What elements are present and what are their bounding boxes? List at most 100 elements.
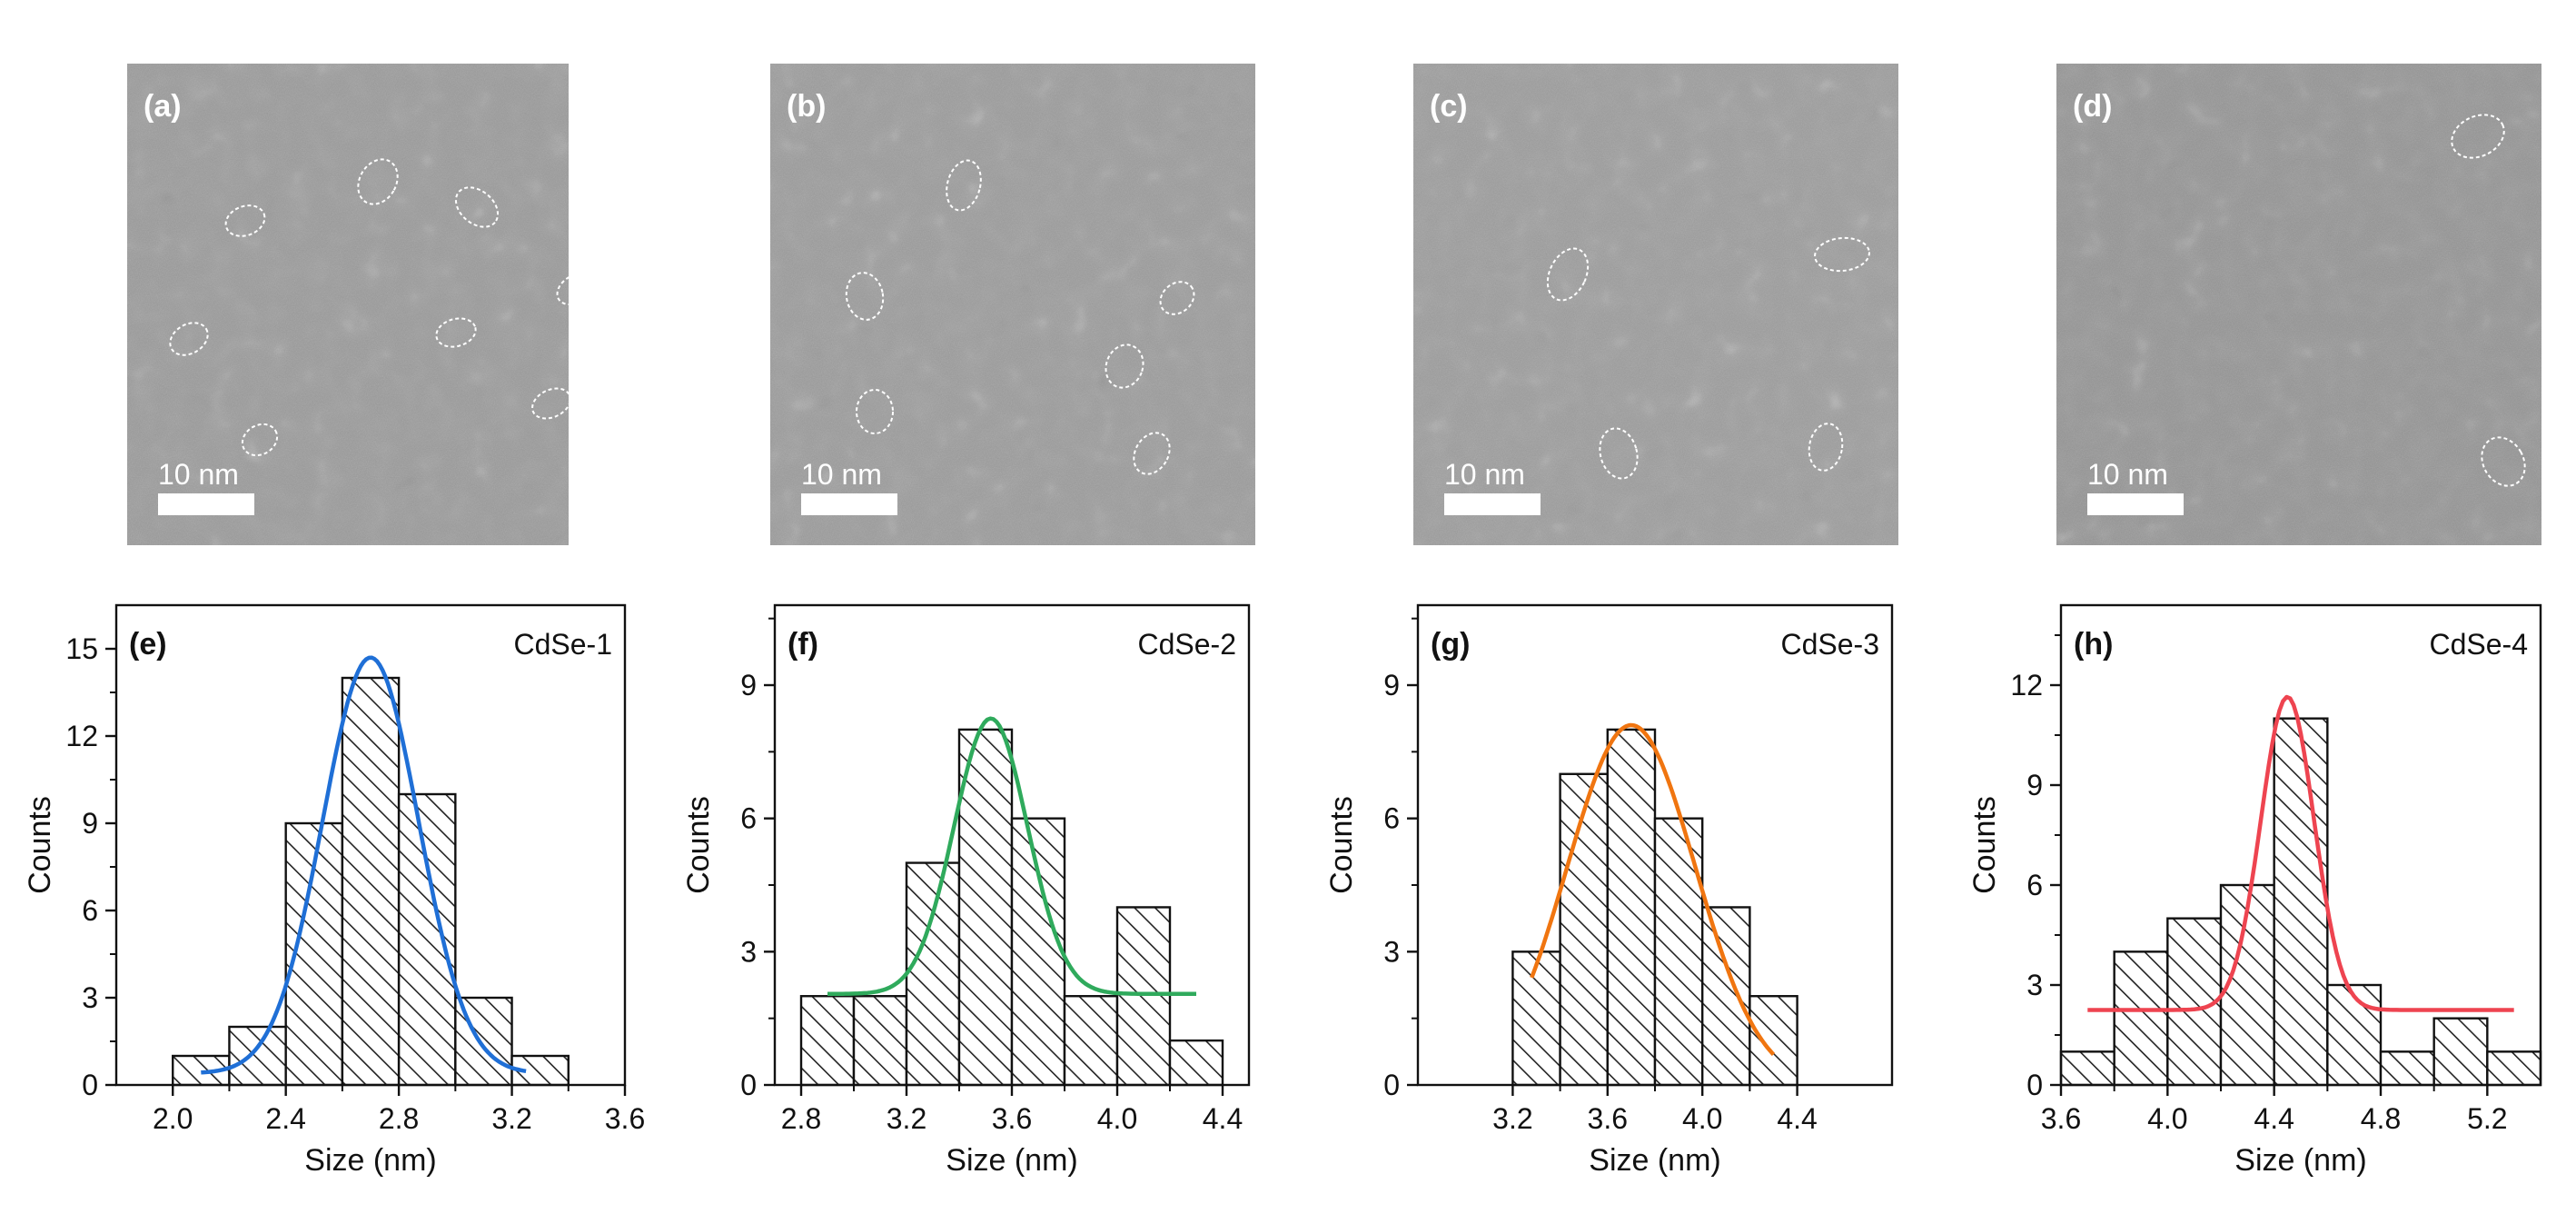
histogram-f-bar-6 (1115, 906, 1172, 1087)
histogram-f-bar-1 (852, 995, 908, 1087)
histogram-h-xtick-label-1: 4.0 (2147, 1102, 2187, 1135)
tem-panel-d: (d) 10 nm (2056, 64, 2541, 545)
histogram-e-fit-curve (201, 655, 527, 1075)
histogram-e-bar-3 (341, 676, 401, 1087)
histogram-h-frame (2059, 603, 2542, 1087)
histogram-f-xtick-label-0: 2.8 (781, 1102, 821, 1135)
tem-panel-c: (c) 10 nm (1413, 64, 1898, 545)
histogram-h-bar-4 (2273, 717, 2329, 1087)
histogram-g-xtick-label-3: 4.4 (1777, 1102, 1817, 1135)
histogram-f-xlabel: Size (nm) (946, 1143, 1077, 1178)
histogram-f-bar-7 (1168, 1039, 1224, 1087)
scale-bar-d (2087, 493, 2184, 515)
histogram-f: 2.8 3.2 3.6 4.0 4.4 0 3 6 9 Size (nm) Counts (f) CdS… (681, 603, 1251, 1178)
histogram-g-bar-0 (1511, 950, 1561, 1087)
histogram-h-ytick-label-1: 3 (2026, 969, 2043, 1001)
histogram-g-bar-1 (1559, 772, 1609, 1087)
scale-bar-label-b: 10 nm (801, 458, 882, 491)
histogram-h-xtick-label-2: 4.4 (2254, 1102, 2294, 1135)
tem-panel-b: (b) 10 nm (770, 64, 1255, 545)
tem-label-a: (a) (144, 89, 182, 124)
histogram-h-bar-7 (2432, 1017, 2489, 1087)
histogram-g-bar-2 (1606, 728, 1657, 1087)
histogram-f-ylabel: Counts (681, 796, 716, 894)
histogram-e-ytick-label-4: 12 (65, 720, 98, 752)
tem-panel-a: (a) 10 nm (127, 64, 596, 545)
histogram-f-xtick-label-4: 4.4 (1203, 1102, 1243, 1135)
scale-bar-label-d: 10 nm (2087, 458, 2168, 491)
tem-label-c: (c) (1430, 89, 1468, 124)
histogram-h-fit-curve (2087, 694, 2514, 1012)
histogram-e-xtick-label-1: 2.4 (265, 1102, 305, 1135)
histogram-h-bar-1 (2113, 950, 2169, 1087)
histogram-g-ytick-label-2: 6 (1383, 802, 1400, 835)
histogram-f-bar-5 (1063, 995, 1119, 1087)
histogram-e-xtick-label-4: 3.6 (605, 1102, 645, 1135)
scale-bar-a (158, 493, 254, 515)
histogram-g-sample-name: CdSe-3 (1781, 628, 1880, 661)
histogram-f-bar-0 (799, 995, 856, 1087)
histogram-e-frame (114, 603, 627, 1087)
histogram-h-xtick-label-4: 5.2 (2467, 1102, 2507, 1135)
histogram-f-ytick-label-3: 9 (740, 669, 757, 702)
histogram-e-ytick-label-1: 3 (82, 981, 98, 1014)
histogram-h-xlabel: Size (nm) (2234, 1143, 2366, 1178)
histogram-g: 3.2 3.6 4.0 4.4 0 3 6 9 Size (nm) Counts (g) CdSe-3 (1324, 603, 1894, 1178)
histogram-h-bar-0 (2059, 1050, 2115, 1087)
histogram-g-bar-5 (1749, 995, 1798, 1087)
histogram-h-ytick-label-2: 6 (2026, 869, 2043, 901)
histogram-e-ytick-label-2: 6 (82, 894, 98, 927)
histogram-e-xtick-label-3: 3.2 (491, 1102, 531, 1135)
histogram-e-xlabel: Size (nm) (304, 1143, 436, 1178)
histogram-h-bar-6 (2379, 1050, 2435, 1087)
tem-label-d: (d) (2073, 89, 2112, 124)
histogram-e-ytick-label-3: 9 (82, 807, 98, 840)
histogram-h-bar-5 (2326, 983, 2383, 1087)
histogram-h: 3.6 4.0 4.4 4.8 5.2 0 3 6 9 12 Size (nm) Counts (h) C… (1967, 603, 2542, 1178)
histogram-f-panel-label: (f) (788, 627, 818, 662)
scale-bar-label-c: 10 nm (1444, 458, 1525, 491)
histogram-f-xtick-label-3: 4.0 (1097, 1102, 1137, 1135)
histogram-e-bar-4 (397, 792, 457, 1087)
histogram-e: 2.0 2.4 2.8 3.2 3.6 0 3 6 9 12 15 Size (nm) Counts (e… (23, 603, 645, 1178)
histogram-g-fit-curve (1530, 722, 1776, 1057)
histogram-h-bar-8 (2486, 1050, 2542, 1087)
histogram-e-xtick-label-2: 2.8 (379, 1102, 419, 1135)
histogram-g-xlabel: Size (nm) (1589, 1143, 1720, 1178)
histogram-h-panel-label: (h) (2074, 627, 2113, 662)
histogram-f-bar-2 (905, 861, 961, 1087)
histogram-f-xtick-label-2: 3.6 (992, 1102, 1032, 1135)
histogram-e-ylabel: Counts (23, 796, 57, 894)
histogram-h-ytick-label-3: 9 (2026, 769, 2043, 801)
histogram-g-ytick-label-3: 9 (1383, 669, 1400, 702)
histogram-f-fit-curve (827, 716, 1196, 997)
scale-bar-b (801, 493, 897, 515)
histogram-g-ytick-label-0: 0 (1383, 1069, 1400, 1101)
histogram-g-xtick-label-2: 4.0 (1682, 1102, 1722, 1135)
histogram-g-bar-4 (1700, 906, 1751, 1087)
histogram-e-ytick-label-0: 0 (82, 1069, 98, 1101)
histogram-g-panel-label: (g) (1431, 627, 1470, 662)
histogram-f-bar-3 (957, 728, 1014, 1087)
histogram-e-ytick-label-5: 15 (65, 632, 98, 665)
histogram-h-xtick-label-0: 3.6 (2041, 1102, 2081, 1135)
histogram-g-xtick-label-0: 3.2 (1492, 1102, 1532, 1135)
histogram-g-ylabel: Counts (1324, 796, 1359, 894)
tem-label-b: (b) (787, 89, 826, 124)
histogram-h-ytick-label-0: 0 (2026, 1069, 2043, 1101)
histogram-f-ytick-label-1: 3 (740, 935, 757, 968)
histogram-f-sample-name: CdSe-2 (1138, 628, 1237, 661)
histogram-e-sample-name: CdSe-1 (514, 628, 613, 661)
particle-outlines-d (2451, 114, 2526, 487)
histogram-f-bar-4 (1010, 817, 1066, 1087)
scale-bar-c (1444, 493, 1541, 515)
histogram-e-xtick-label-0: 2.0 (153, 1102, 193, 1135)
histogram-g-ytick-label-1: 3 (1383, 935, 1400, 968)
histogram-g-bar-3 (1653, 817, 1704, 1087)
histogram-g-xtick-label-1: 3.6 (1588, 1102, 1628, 1135)
histogram-h-sample-name: CdSe-4 (2430, 628, 2529, 661)
histogram-h-xtick-label-3: 4.8 (2361, 1102, 2401, 1135)
histogram-f-ytick-label-0: 0 (740, 1069, 757, 1101)
histogram-f-ytick-label-2: 6 (740, 802, 757, 835)
scale-bar-label-a: 10 nm (158, 458, 239, 491)
